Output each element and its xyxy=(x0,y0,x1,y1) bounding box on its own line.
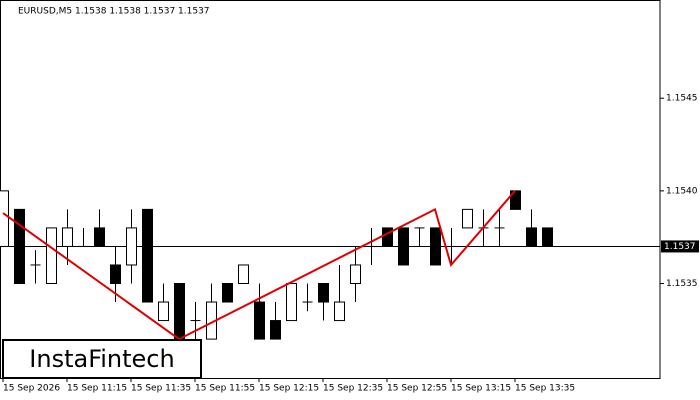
candle-body xyxy=(222,283,233,303)
x-tick-label: 15 Sep 12:55 xyxy=(387,384,447,394)
candle-body xyxy=(174,283,185,340)
candle-body xyxy=(110,264,121,284)
candle-body xyxy=(430,227,441,266)
candle-body xyxy=(254,301,265,340)
candle-body xyxy=(238,264,249,284)
y-tick-label: 1.1535 xyxy=(666,279,698,289)
x-tick-label: 15 Sep 12:15 xyxy=(259,384,319,394)
candle-body xyxy=(142,208,153,303)
candle-body xyxy=(270,320,281,340)
candle-body xyxy=(526,227,537,247)
x-tick-label: 15 Sep 13:35 xyxy=(515,384,575,394)
candle-body xyxy=(318,283,329,303)
candle-body xyxy=(542,227,553,247)
current-price-label: 1.1537 xyxy=(664,242,696,252)
y-tick-label: 1.1540 xyxy=(666,186,698,196)
candle-body xyxy=(398,227,409,266)
candle-body xyxy=(286,283,297,322)
x-tick-label: 15 Sep 11:15 xyxy=(67,384,127,394)
current-price-tag xyxy=(661,240,699,253)
x-tick-label: 15 Sep 11:35 xyxy=(131,384,191,394)
candle-body xyxy=(158,301,169,322)
plot-frame xyxy=(0,0,661,379)
candle-body xyxy=(462,208,473,229)
x-tick-label: 15 Sep 11:55 xyxy=(195,384,255,394)
candle-body xyxy=(350,264,361,284)
candle-body xyxy=(0,190,9,247)
candle-body xyxy=(334,301,345,322)
logo: InstaFintech xyxy=(29,345,174,373)
pattern-line xyxy=(2,190,516,341)
x-tick-label: 15 Sep 12:35 xyxy=(323,384,383,394)
logo-box xyxy=(2,339,202,379)
candle-body xyxy=(62,227,73,247)
x-tick-label: 15 Sep 13:15 xyxy=(451,384,511,394)
candle-body xyxy=(382,227,393,247)
candle-body xyxy=(510,190,521,210)
candle-body xyxy=(14,208,25,284)
chart-title: EURUSD,M5 1.1538 1.1538 1.1537 1.1537 xyxy=(18,7,210,17)
y-tick-label: 1.1545 xyxy=(666,94,698,104)
candle-body xyxy=(46,227,57,284)
x-tick-label: 15 Sep 2026 xyxy=(3,384,60,394)
candle-body xyxy=(94,227,105,247)
candle-body xyxy=(126,227,137,266)
